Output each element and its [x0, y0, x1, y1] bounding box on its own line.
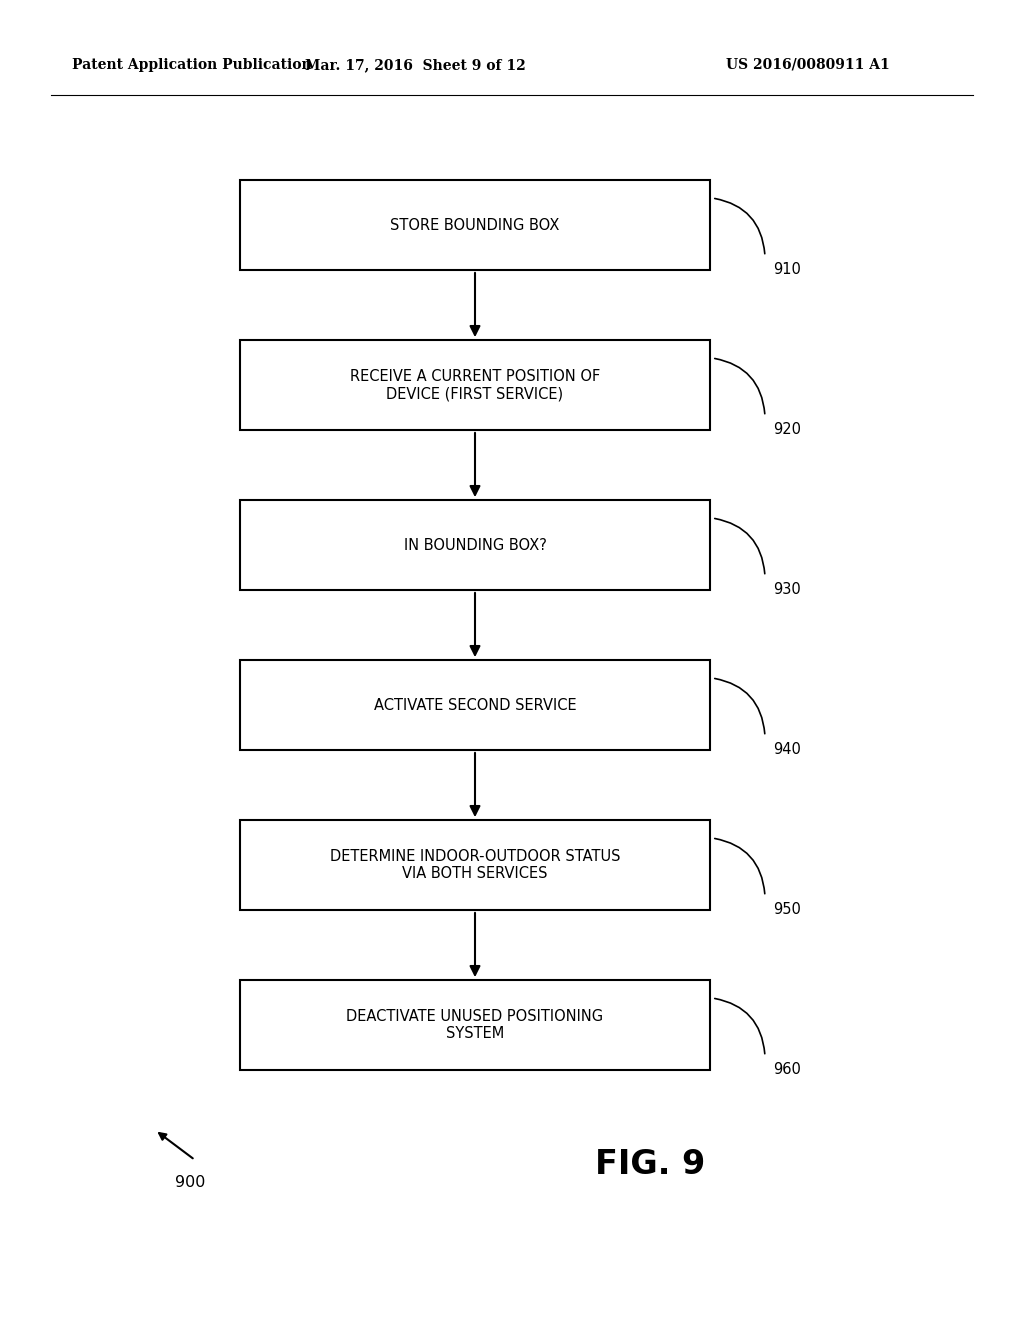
Text: STORE BOUNDING BOX: STORE BOUNDING BOX	[390, 218, 560, 232]
Text: 940: 940	[773, 742, 801, 756]
Text: 950: 950	[773, 902, 801, 916]
Text: Patent Application Publication: Patent Application Publication	[72, 58, 311, 73]
Text: RECEIVE A CURRENT POSITION OF
DEVICE (FIRST SERVICE): RECEIVE A CURRENT POSITION OF DEVICE (FI…	[350, 368, 600, 401]
Text: DEACTIVATE UNUSED POSITIONING
SYSTEM: DEACTIVATE UNUSED POSITIONING SYSTEM	[346, 1008, 603, 1041]
Text: Mar. 17, 2016  Sheet 9 of 12: Mar. 17, 2016 Sheet 9 of 12	[304, 58, 525, 73]
Text: 910: 910	[773, 261, 801, 276]
Text: 930: 930	[773, 582, 801, 597]
Text: 920: 920	[773, 421, 801, 437]
Text: FIG. 9: FIG. 9	[595, 1148, 706, 1181]
Bar	[240, 979, 710, 1071]
Text: ACTIVATE SECOND SERVICE: ACTIVATE SECOND SERVICE	[374, 697, 577, 713]
Text: 900: 900	[175, 1175, 205, 1191]
Bar	[240, 180, 710, 271]
Text: 960: 960	[773, 1061, 801, 1077]
Bar	[240, 341, 710, 430]
Text: US 2016/0080911 A1: US 2016/0080911 A1	[726, 58, 890, 73]
Bar	[240, 500, 710, 590]
Text: IN BOUNDING BOX?: IN BOUNDING BOX?	[403, 537, 547, 553]
Bar	[240, 820, 710, 909]
Text: DETERMINE INDOOR-OUTDOOR STATUS
VIA BOTH SERVICES: DETERMINE INDOOR-OUTDOOR STATUS VIA BOTH…	[330, 849, 621, 882]
Bar	[240, 660, 710, 750]
